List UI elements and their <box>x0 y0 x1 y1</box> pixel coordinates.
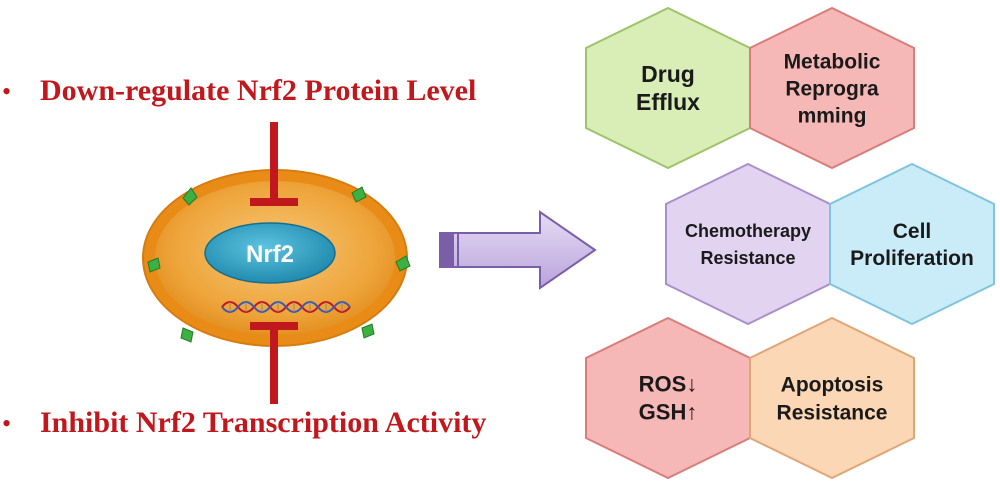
receptor-icon <box>361 323 375 339</box>
hexagon-shape <box>585 6 751 170</box>
bullet-text-bottom: Inhibit Nrf2 Transcription Activity <box>40 406 486 439</box>
inhibitor-bottom <box>250 322 298 404</box>
receptor-icon <box>180 327 194 343</box>
hexagon-metabolic-reprogramming: Metabolic Reprogra mming <box>749 6 915 170</box>
hexagon-apoptosis-resistance: Apoptosis Resistance <box>749 316 915 480</box>
receptor-icon <box>395 255 411 272</box>
inhibitor-top-bar <box>250 198 298 206</box>
inhibitor-top <box>250 122 298 206</box>
bullet-dot-bottom: • <box>2 409 11 438</box>
hexagon-label-line: Proliferation <box>850 247 974 270</box>
hexagon-label-line: Reprogra <box>785 77 879 100</box>
hexagon-label-line: Metabolic <box>784 50 881 73</box>
hexagon-label-line: Resistance <box>777 401 888 424</box>
bullet-text-top: Down-regulate Nrf2 Protein Level <box>40 74 476 107</box>
hexagon-label-line: Drug <box>641 61 695 87</box>
hexagon-label-line: Apoptosis <box>781 373 884 396</box>
hexagon-cell-proliferation: Cell Proliferation <box>829 162 995 326</box>
hexagon-shape <box>749 6 915 170</box>
hexagon-label-line: Chemotherapy <box>685 221 811 241</box>
receptor-icon <box>351 186 367 203</box>
dna-icon <box>221 301 351 313</box>
inhibitor-bottom-stem <box>270 326 278 404</box>
cell: Nrf2 <box>142 169 411 347</box>
hexagon-label-line: ROS↓ <box>639 372 698 397</box>
receptor-icon <box>182 187 198 206</box>
bullet-dot-top: • <box>2 77 11 106</box>
hexagon-chemotherapy-resistance: Chemotherapy Resistance <box>665 162 831 326</box>
hexagon-label-line: mming <box>798 104 867 127</box>
hexagon-shape <box>665 162 831 326</box>
hexagon-label-line: GSH↑ <box>639 400 698 425</box>
hexagon-ros-gsh: ROS↓ GSH↑ <box>585 316 751 480</box>
nucleus <box>204 222 336 284</box>
hexagon-shape <box>829 162 995 326</box>
nucleus-label: Nrf2 <box>246 241 294 268</box>
right-arrow-icon <box>439 210 597 290</box>
inhibitor-top-stem <box>270 122 278 202</box>
receptor-icon <box>147 257 161 273</box>
hexagon-label-line: Cell <box>893 220 932 243</box>
hexagon-shape <box>749 316 915 480</box>
hexagon-shape <box>585 316 751 480</box>
hexagon-label-line: Efflux <box>636 89 700 115</box>
hexagon-label-line: Resistance <box>700 248 795 268</box>
membrane-receptors <box>147 186 411 343</box>
